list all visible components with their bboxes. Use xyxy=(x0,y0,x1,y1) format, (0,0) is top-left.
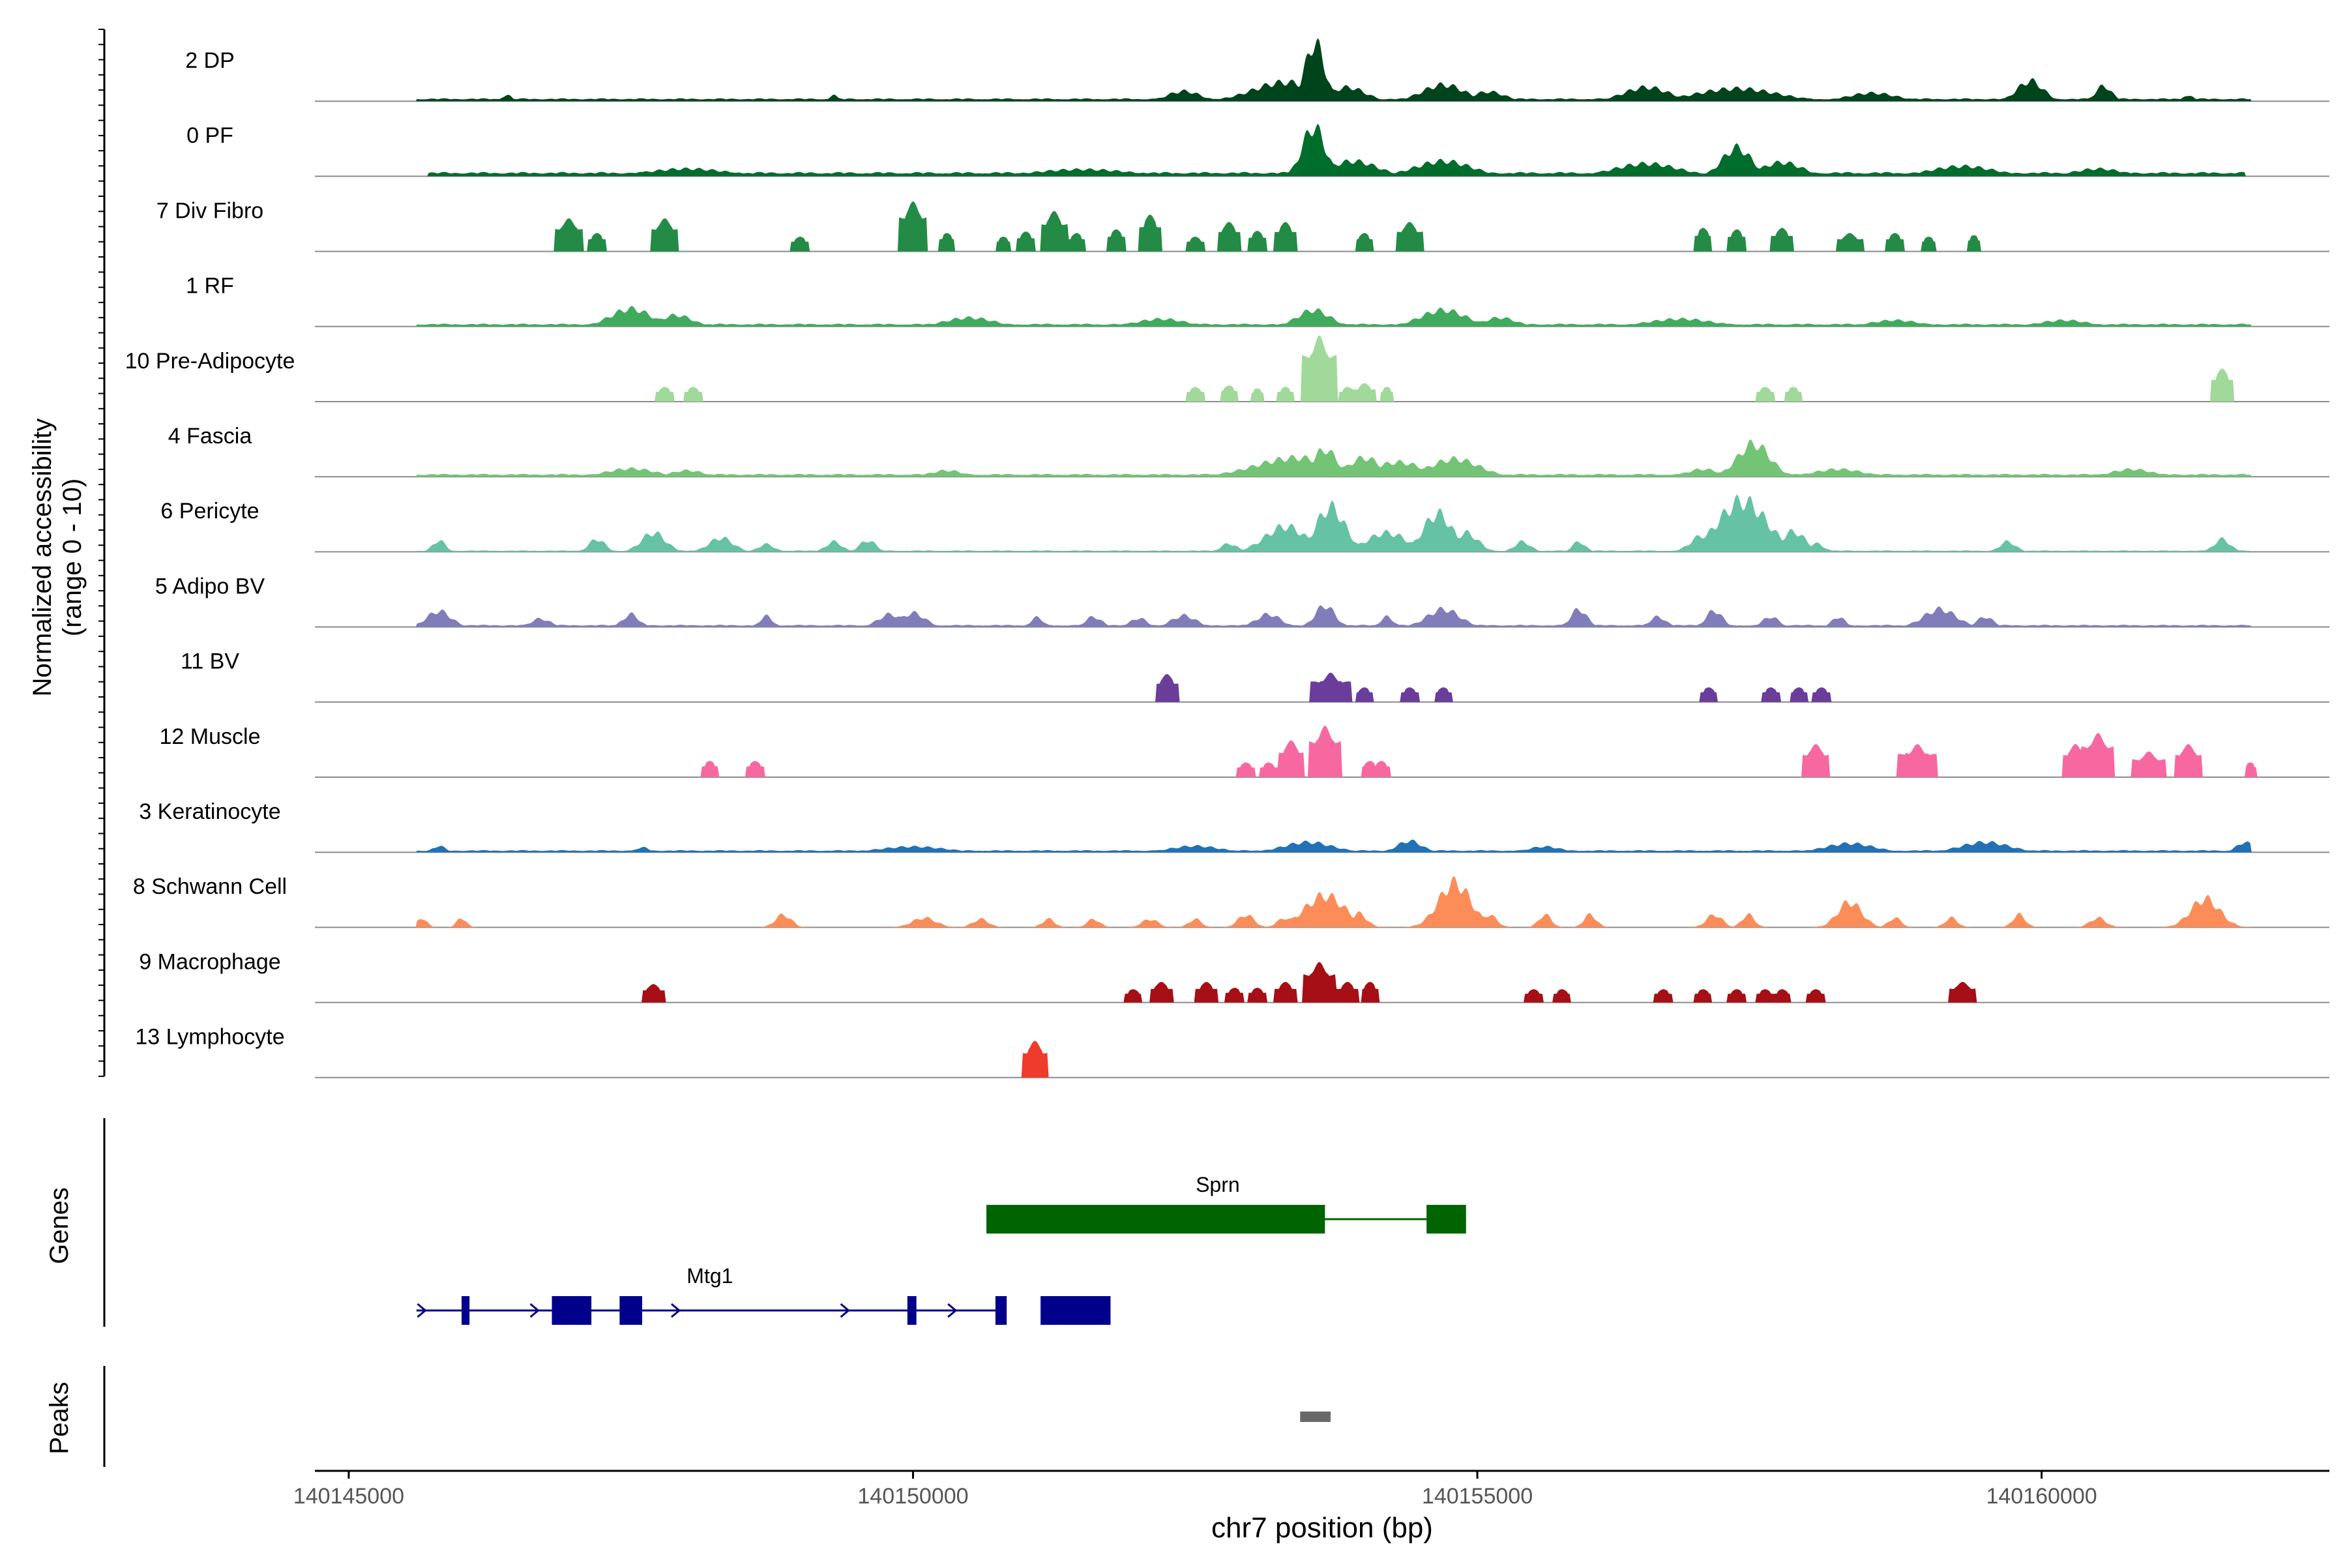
coverage-track: 10 Pre-Adipocyte xyxy=(125,335,2329,402)
coverage-track: 12 Muscle xyxy=(160,724,2329,778)
x-tick-label: 140160000 xyxy=(1986,1484,2097,1509)
coverage-area xyxy=(315,839,2329,853)
coverage-area xyxy=(315,672,2329,702)
coverage-area xyxy=(315,306,2329,327)
coverage-track: 1 RF xyxy=(186,274,2329,327)
track-label: 12 Muscle xyxy=(160,724,261,749)
axes-layer: 140145000 140150000 140155000 140160000 xyxy=(98,29,2329,1509)
coverage-track: 2 DP xyxy=(185,38,2329,102)
coverage-area xyxy=(315,962,2329,1003)
gene-exon xyxy=(907,1296,917,1325)
strand-arrow xyxy=(529,1303,540,1318)
coverage-track: 6 Pericyte xyxy=(160,494,2329,553)
coverage-track: 5 Adipo BV xyxy=(155,574,2329,628)
genes-layer: Sprn Mtg1 xyxy=(416,1173,1466,1325)
coverage-area xyxy=(315,1041,2329,1078)
labels-layer: Normalized accessibility (range 0 - 10) … xyxy=(28,419,1433,1544)
strand-arrow xyxy=(947,1303,958,1318)
coverage-track: 0 PF xyxy=(186,123,2329,177)
track-label: 4 Fascia xyxy=(168,424,252,449)
coverage-area xyxy=(315,38,2329,102)
gene-label: Sprn xyxy=(1196,1173,1240,1196)
x-tick-label: 140150000 xyxy=(857,1484,968,1509)
peaks-panel-label: Peaks xyxy=(45,1382,74,1454)
x-tick-label: 140155000 xyxy=(1422,1484,1533,1509)
gene-model: Mtg1 xyxy=(416,1264,1111,1325)
track-label: 2 DP xyxy=(185,48,235,73)
gene-label: Mtg1 xyxy=(686,1264,733,1288)
coverage-track: 11 BV xyxy=(181,649,2329,703)
strand-arrow xyxy=(840,1303,850,1318)
coverage-area xyxy=(315,335,2329,402)
track-label: 8 Schwann Cell xyxy=(133,874,287,899)
track-label: 11 BV xyxy=(181,649,239,674)
track-label: 10 Pre-Adipocyte xyxy=(125,349,295,374)
coverage-area xyxy=(315,605,2329,627)
track-label: 3 Keratinocyte xyxy=(139,799,280,824)
coverage-track: 8 Schwann Cell xyxy=(133,874,2329,928)
x-axis-title: chr7 position (bp) xyxy=(1211,1512,1433,1544)
coverage-area xyxy=(315,494,2329,552)
gene-exon xyxy=(462,1296,470,1325)
gene-exon xyxy=(1426,1205,1466,1234)
track-label: 1 RF xyxy=(186,274,234,299)
track-label: 7 Div Fibro xyxy=(156,198,263,223)
gene-exon xyxy=(1041,1296,1111,1325)
tracks-layer: 2 DP 0 PF 7 Div Fibro 1 RF 10 Pre-Adipocyte 4… xyxy=(125,38,2329,1078)
coverage-track: 7 Div Fibro xyxy=(156,198,2329,252)
coverage-area xyxy=(315,725,2329,777)
gene-exon xyxy=(619,1296,643,1325)
coverage-track: 3 Keratinocyte xyxy=(139,799,2329,853)
coverage-track: 9 Macrophage xyxy=(139,949,2329,1003)
track-label: 6 Pericyte xyxy=(160,499,259,524)
strand-arrow xyxy=(417,1303,427,1318)
track-label: 0 PF xyxy=(186,123,233,148)
coverage-area xyxy=(315,439,2329,477)
gene-exon xyxy=(552,1296,592,1325)
coverage-track: 4 Fascia xyxy=(168,424,2329,478)
track-label: 9 Macrophage xyxy=(139,949,280,974)
genes-panel-label: Genes xyxy=(45,1187,74,1264)
coverage-area xyxy=(315,123,2329,177)
x-tick-label: 140145000 xyxy=(293,1484,404,1509)
gene-model: Sprn xyxy=(986,1173,1466,1234)
coverage-area xyxy=(315,876,2329,928)
gene-exon xyxy=(986,1205,1325,1234)
strand-arrow xyxy=(670,1303,681,1318)
peaks-layer xyxy=(1300,1412,1331,1422)
gene-exon xyxy=(995,1296,1007,1325)
y-axis-title: Normalized accessibility xyxy=(28,419,57,697)
coverage-area xyxy=(315,201,2329,252)
track-label: 5 Adipo BV xyxy=(155,574,265,599)
track-label: 13 Lymphocyte xyxy=(135,1025,284,1050)
coverage-track: 13 Lymphocyte xyxy=(135,1025,2329,1078)
y-axis-subtitle: (range 0 - 10) xyxy=(58,479,87,636)
peak-bar xyxy=(1300,1412,1331,1422)
